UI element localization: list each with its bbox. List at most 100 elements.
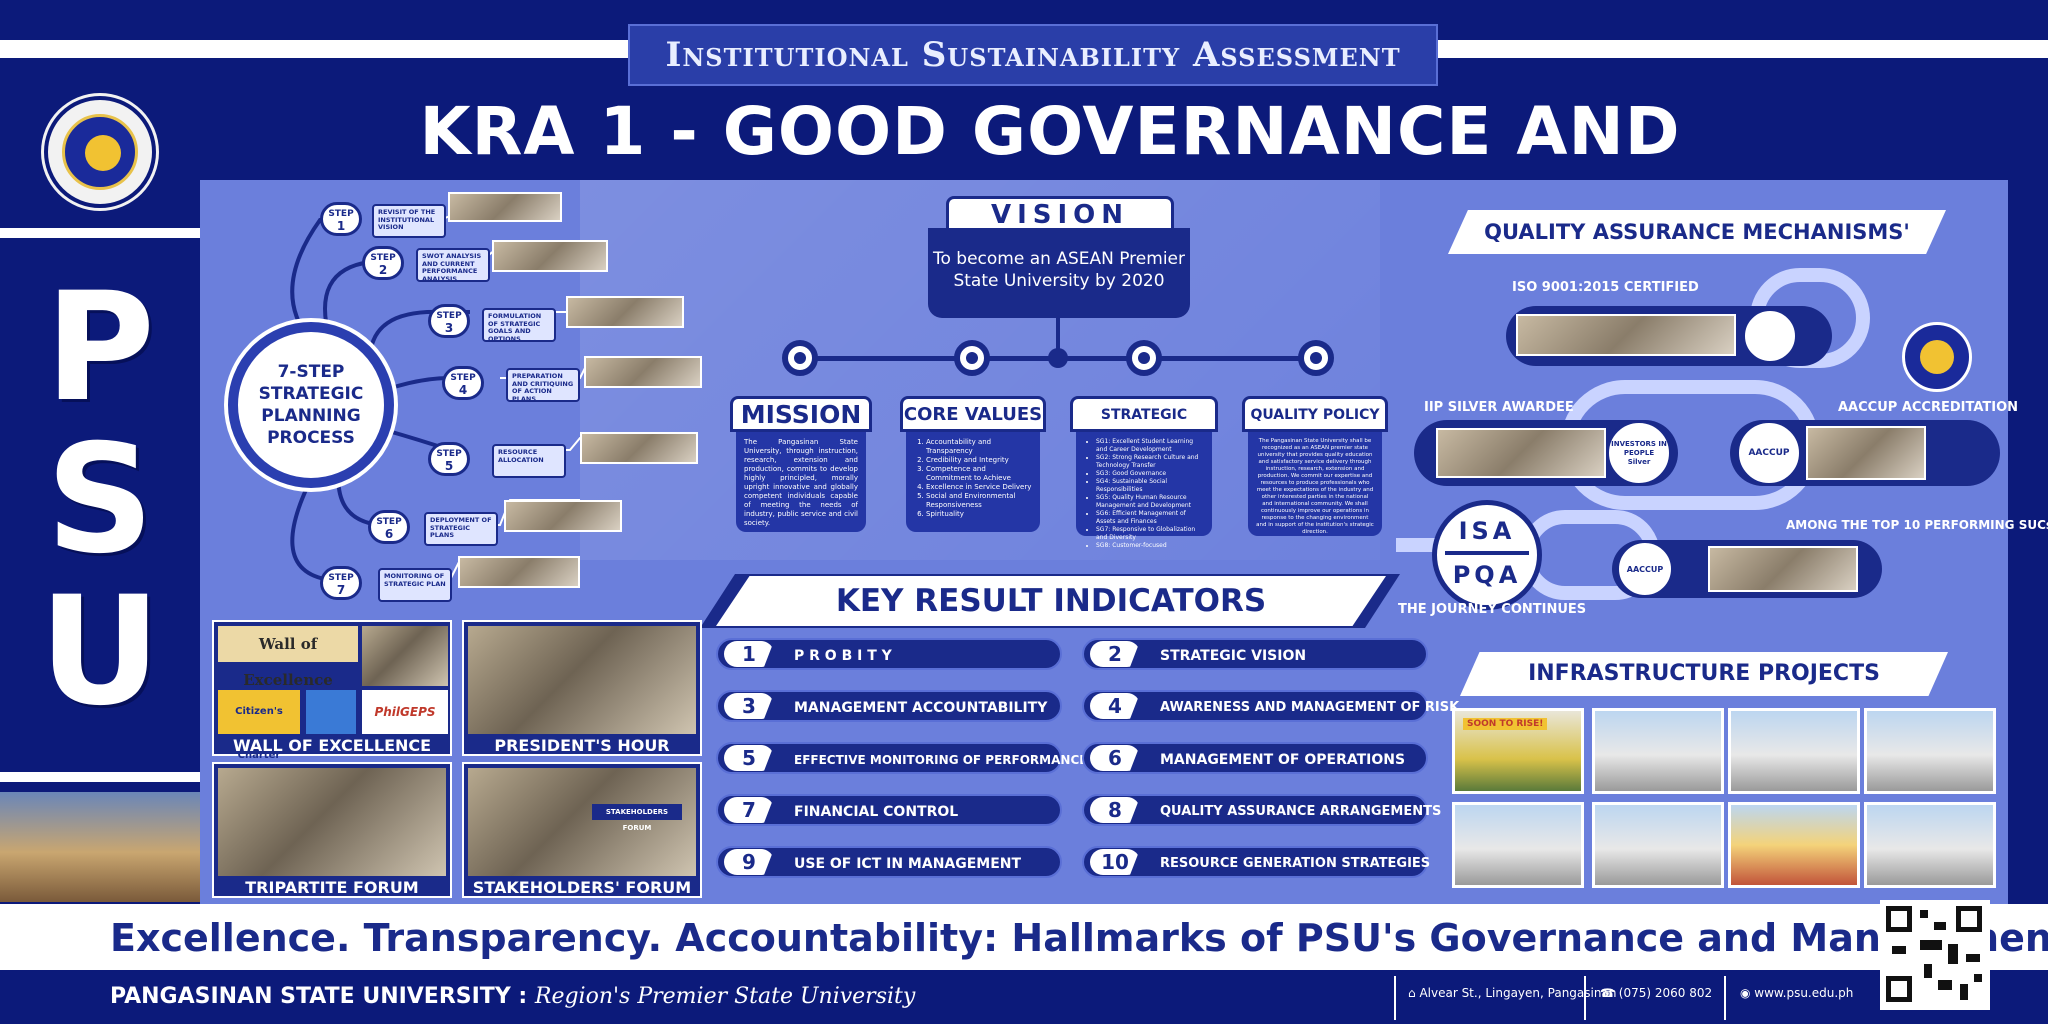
psu-letter-p: P [45,261,155,435]
qa-journey-title: QUALITY ASSURANCE MECHANISMS' JOURNEY [1448,210,1946,254]
top10-photos [1708,546,1858,592]
qr-finder [1886,906,1912,932]
step-prefix: STEP [436,449,462,459]
planning-title-line: PLANNING [261,406,361,426]
stakeholders-forum-block: STAKEHOLDERS FORUM STAKEHOLDERS' FORUM [462,762,702,898]
kri-number: 1 [724,641,774,667]
step-number: 6 [384,527,394,541]
tagline: Excellence. Transparency. Accountability… [110,916,2048,960]
kri-label: STRATEGIC VISION [1160,648,1307,664]
infra-photo-4 [1864,708,1996,794]
step-number: 1 [336,219,346,233]
footer-divider [1584,976,1586,1020]
iso-photos [1516,314,1736,356]
wall-of-excellence-caption: WALL OF EXCELLENCE [232,736,432,755]
step-badge-4: STEP 4 [442,366,484,400]
philgeps-badge: PhilGEPS [362,690,448,734]
core-values-title: CORE VALUES [900,396,1046,432]
footer-phone: ☎ (075) 2060 802 [1600,986,1712,1000]
iip-awardee-label: IIP SILVER AWARDEE [1424,400,1574,415]
kri-number: 10 [1090,849,1140,875]
step-photo-3 [566,296,684,328]
kri-label: MANAGEMENT ACCOUNTABILITY [794,700,1048,716]
presidents-hour-block: PRESIDENT'S HOUR [462,620,702,756]
dot-center [966,352,978,364]
kri-item-5: 5 EFFECTIVE MONITORING OF PERFORMANCE [716,742,1087,774]
step-label-1: REVISIT OF THE INSTITUTIONAL VISION [372,204,446,238]
vision-title: VISION [946,196,1174,230]
core-values-list: Accountability and Transparency Credibil… [906,432,1040,532]
strategic-planning-circle: 7-STEP STRATEGIC PLANNING PROCESS [228,322,394,488]
iso-seal-icon [1742,308,1798,364]
psu-seal-icon [1902,322,1972,392]
kri-label: QUALITY ASSURANCE ARRANGEMENTS [1160,804,1442,819]
assessment-banner: Institutional Sustainability Assessment [628,24,1438,86]
tripartite-forum-caption: TRIPARTITE FORUM [245,878,419,897]
soon-to-rise-label: SOON TO RISE! [1463,718,1548,730]
qr-module [1966,954,1980,962]
step-prefix: STEP [370,253,396,263]
psu-letter-s: S [45,413,155,587]
isa-text: ISA [1458,517,1516,545]
step-photo-7 [458,556,580,588]
step-badge-6: STEP 6 [368,510,410,544]
kri-item-8: 8 QUALITY ASSURANCE ARRANGEMENTS [1082,794,1441,826]
qr-module [1934,922,1946,930]
infra-photo-2 [1592,708,1724,794]
page-title: KRA 1 - GOOD GOVERNANCE AND MANAGEMENT [419,93,1681,250]
address-text: Alvear St., Lingayen, Pangasinan [1419,986,1617,1000]
qr-module [1924,964,1932,978]
footer-motto: Region's Premier State University [534,984,916,1009]
step-badge-5: STEP 5 [428,442,470,476]
footer-name: PANGASINAN STATE UNIVERSITY : [110,984,528,1009]
kri-item-2: 2 STRATEGIC VISION [1082,638,1428,670]
infrastructure-title: INFRASTRUCTURE PROJECTS [1460,652,1948,696]
step-badge-7: STEP 7 [320,566,362,600]
kri-label: P R O B I T Y [794,648,892,664]
infra-photo-5 [1452,802,1584,888]
kri-label: RESOURCE GENERATION STRATEGIES [1160,856,1431,871]
campus-photo [0,792,200,902]
psu-side-column [0,232,200,772]
iip-seal-text: INVESTORS IN PEOPLE [1611,439,1667,457]
timeline-center-dot [1048,348,1068,368]
planning-title-line: STRATEGIC [258,384,364,404]
kri-label: USE OF ICT IN MANAGEMENT [794,856,1022,872]
kri-label: EFFECTIVE MONITORING OF PERFORMANCE [794,753,1088,767]
core-value-item: Excellence in Service Delivery [926,483,1032,492]
journey-continues-label: THE JOURNEY CONTINUES [1398,602,1587,617]
kri-item-6: 6 MANAGEMENT OF OPERATIONS [1082,742,1428,774]
kri-item-10: 10 RESOURCE GENERATION STRATEGIES [1082,846,1431,878]
wall-of-excellence-block: Wall of Excellence Citizen's Charter Phi… [212,620,452,761]
vision-statement: To become an ASEAN Premier State Univers… [928,228,1190,318]
presidents-hour-caption: PRESIDENT'S HOUR [494,736,670,755]
core-value-item: Social and Environmental Responsiveness [926,492,1032,510]
side-stripe-bottom [0,772,200,782]
location-icon: ⌂ [1408,986,1420,1000]
infra-photo-1: SOON TO RISE! [1452,708,1584,794]
step-number: 2 [378,263,388,277]
step-photo-6 [504,500,622,532]
planning-title-line: PROCESS [267,428,355,448]
step-number: 3 [444,321,454,335]
step-prefix: STEP [450,373,476,383]
strategic-goal-item: SG2: Strong Research Culture and Technol… [1096,454,1204,470]
strategic-goal-item: SG4: Sustainable Social Responsibilities [1096,478,1204,494]
infra-photo-7 [1728,802,1860,888]
timeline-dot-quality-policy [1298,340,1334,376]
lion-icon [85,135,121,171]
qr-module [1948,944,1958,964]
isa-pqa-circle: ISA PQA [1432,500,1542,610]
aaccup-accreditation-label: AACCUP ACCREDITATION [1838,400,2019,415]
step-photo-2 [492,240,608,272]
stakeholders-forum-photo [468,768,696,876]
mission-title: MISSION [730,396,872,432]
qr-module [1920,910,1928,918]
seal-inner [62,114,138,190]
kri-number: 3 [724,693,774,719]
kri-label: MANAGEMENT OF OPERATIONS [1160,752,1406,768]
qr-module [1920,940,1942,950]
footer-web: ◉ www.psu.edu.ph [1740,986,1853,1000]
step-label-4: PREPARATION AND CRITIQUING OF ACTION PLA… [506,368,580,402]
step-label-5: RESOURCE ALLOCATION [492,444,566,478]
